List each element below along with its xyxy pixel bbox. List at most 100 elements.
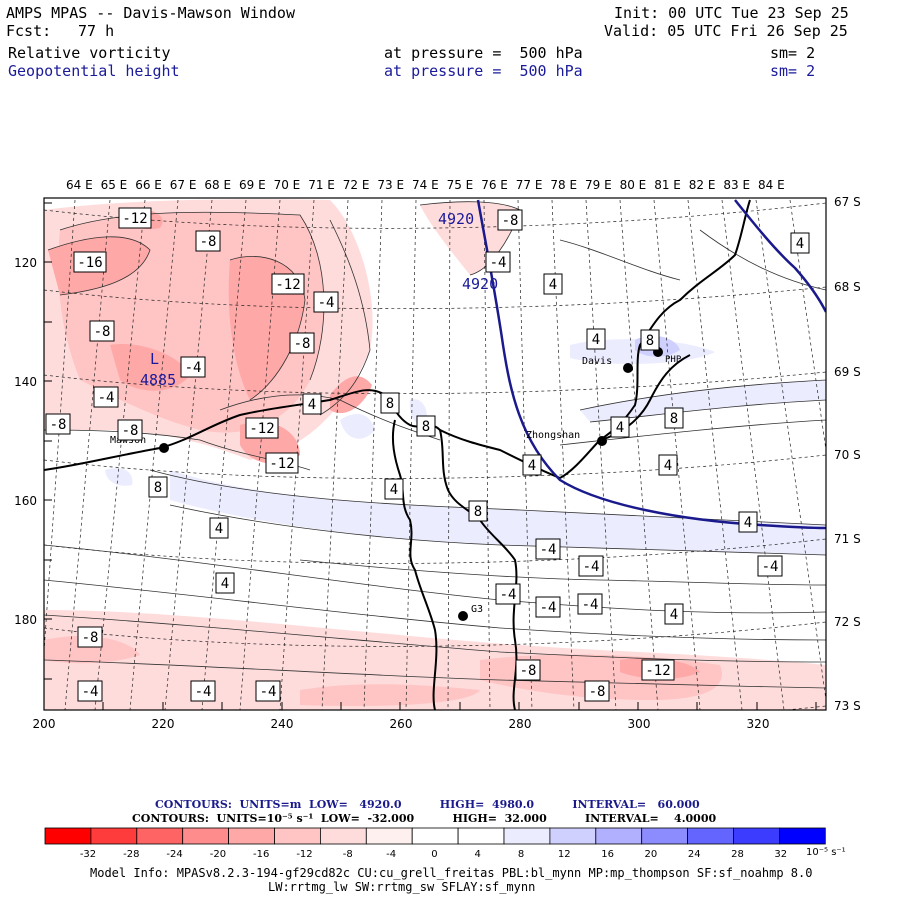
meridian [721,199,785,710]
colorbar-box [549,827,597,845]
vorticity-label-box [117,419,143,441]
longitude-label: 83 E [723,178,750,192]
vorticity-label-box [384,478,404,500]
vorticity-label: -8 [77,626,103,648]
vorticity-label-box [77,680,103,702]
vorticity-label: -4 [190,680,216,702]
vorticity-label-box [289,332,315,354]
colorbar-tick-label: -16 [253,849,269,860]
vorticity-label-text: -4 [500,587,517,603]
field2-smoothing: sm= 2 [770,62,816,80]
contour-line [149,469,826,526]
init-time: Init: 00 UTC Tue 23 Sep 25 [614,4,849,22]
vorticity-label-text: -4 [583,559,600,575]
vorticity-label: -4 [535,538,561,560]
model-info-line1: Model Info: MPASv8.2.3-194-gf29cd82c CU:… [90,866,813,880]
vorticity-label-text: -12 [269,456,294,472]
colorbar-box [457,827,505,845]
x-tick-label: 200 [33,717,56,731]
vorticity-label-box [195,230,221,252]
vorticity-label: 4 [522,454,542,476]
colorbar-tick-label: 32 [774,849,787,860]
vorticity-label: 8 [468,500,488,522]
colorbar-tick-label: -32 [80,849,96,860]
contour-line [229,256,306,401]
colorbar-tick-label: -8 [343,849,353,860]
vorticity-label: -4 [578,555,604,577]
parallel [44,621,826,647]
contour-line [44,659,826,689]
field2-name: Geopotential height [8,62,180,80]
ice-shelf-edge [439,429,518,710]
longitude-label: 82 E [689,178,716,192]
meridian [20,200,40,710]
vorticity-label-box [641,659,675,681]
x-tick-label: 300 [628,717,651,731]
longitude-label: 66 E [135,178,162,192]
vorticity-label-box [495,583,521,605]
longitude-label: 79 E [585,178,612,192]
longitude-label: 78 E [550,178,577,192]
longitude-label: 84 E [758,178,785,192]
colorbar-tick-label: -12 [296,849,312,860]
meridian [755,199,826,701]
vorticity-label-text: -4 [195,684,212,700]
vorticity-label-text: 4 [308,397,316,413]
station-zhongshan-marker [597,436,607,446]
meridian [619,199,659,710]
vorticity-label-box [380,392,400,414]
vorticity-label: -4 [255,680,281,702]
vorticity-label-box [578,555,604,577]
vorticity-label-text: 4 [528,458,536,474]
vorticity-label: 8 [416,415,436,437]
vorticity-label-text: 8 [474,504,482,520]
vorticity-label-box [577,593,603,615]
neg-vort-region [420,201,520,275]
vorticity-label: -12 [245,417,279,439]
contour-line [44,579,826,641]
parallel [44,286,826,310]
field1-smoothing: sm= 2 [770,44,816,62]
vorticity-label-box [522,454,542,476]
colorbar-tick-label: -24 [166,849,182,860]
colorbar-box [44,827,92,845]
colorbar-tick-label: 20 [645,849,658,860]
colorbar-tick-label: -20 [210,849,226,860]
vorticity-label-box [610,416,630,438]
vorticity-label: 4 [738,511,758,533]
longitude-label: 76 E [481,178,508,192]
vorticity-label-text: -8 [502,213,519,229]
longitude-label: 68 E [204,178,231,192]
low-center-value: 4885 [140,371,176,389]
vorticity-label-text: 4 [664,458,672,474]
vorticity-label: -4 [535,596,561,618]
vorticity-label-text: -12 [645,663,670,679]
vorticity-label: 4 [790,232,810,254]
colorbar-box [641,827,689,845]
colorbar-tick-label: 8 [518,849,524,860]
colorbar-box [779,827,826,845]
vorticity-label-box [468,500,488,522]
colorbar-box [595,827,643,845]
vorticity-label-text: -8 [122,423,139,439]
vorticity-label-box [118,207,152,229]
plot-frame [43,197,827,711]
latitude-label: 71 S [834,532,861,546]
vorticity-label-box [271,273,305,295]
vorticity-label: -4 [93,386,119,408]
forecast-hour: 77 h [78,22,115,40]
vorticity-label-text: -12 [275,277,300,293]
x-tick-label: 320 [747,717,770,731]
coastline-path [44,199,751,480]
vorticity-label-text: 4 [744,515,752,531]
vorticity-label: -8 [515,659,541,681]
colorbar-tick-label: 0 [431,849,437,860]
vorticity-label: 4 [586,328,606,350]
vorticity-label-box [586,328,606,350]
vorticity-label-box [790,232,810,254]
bottom-x-labels: 200 220 240 260 280 300 320 [33,717,770,731]
colorbar-box [90,827,138,845]
vorticity-label: 8 [148,476,168,498]
plot-area: Mawson Davis Zhongshan G3 PHP 4920 4920 … [20,199,826,710]
